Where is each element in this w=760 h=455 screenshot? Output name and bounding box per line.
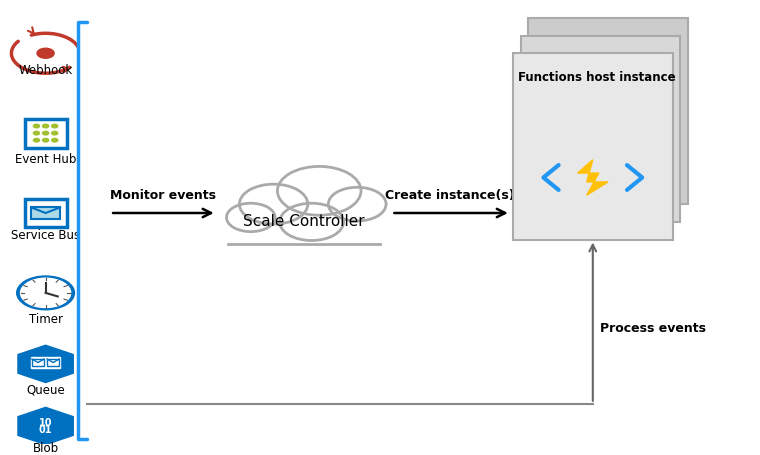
- Circle shape: [21, 278, 71, 308]
- FancyBboxPatch shape: [24, 119, 67, 147]
- FancyBboxPatch shape: [228, 213, 380, 244]
- Circle shape: [33, 124, 40, 128]
- FancyBboxPatch shape: [513, 53, 673, 240]
- Text: Monitor events: Monitor events: [110, 189, 217, 202]
- Circle shape: [33, 138, 40, 142]
- Text: Create instance(s): Create instance(s): [385, 189, 515, 202]
- Circle shape: [43, 138, 49, 142]
- Polygon shape: [18, 345, 73, 383]
- Circle shape: [33, 131, 40, 135]
- FancyBboxPatch shape: [521, 35, 680, 222]
- Circle shape: [239, 184, 308, 224]
- Text: Scale Controller: Scale Controller: [243, 214, 365, 229]
- Text: Process events: Process events: [600, 322, 706, 335]
- Text: Queue: Queue: [27, 384, 65, 397]
- Polygon shape: [578, 160, 608, 195]
- Text: 01: 01: [39, 425, 52, 435]
- Circle shape: [52, 138, 58, 142]
- FancyBboxPatch shape: [24, 198, 67, 228]
- Text: Functions host instance: Functions host instance: [518, 71, 676, 84]
- Text: Event Hub: Event Hub: [15, 153, 76, 166]
- Circle shape: [43, 131, 49, 135]
- Circle shape: [17, 276, 74, 310]
- Text: Service Bus: Service Bus: [11, 228, 80, 242]
- Circle shape: [43, 124, 49, 128]
- Circle shape: [52, 131, 58, 135]
- Polygon shape: [18, 407, 73, 445]
- FancyBboxPatch shape: [47, 359, 59, 366]
- Text: Timer: Timer: [29, 313, 62, 326]
- FancyBboxPatch shape: [31, 207, 60, 218]
- FancyBboxPatch shape: [31, 358, 60, 368]
- Circle shape: [37, 48, 54, 58]
- FancyBboxPatch shape: [32, 359, 44, 366]
- Text: Webhook: Webhook: [18, 64, 73, 77]
- Circle shape: [280, 203, 344, 241]
- Circle shape: [277, 167, 361, 215]
- Text: Blob: Blob: [33, 441, 59, 455]
- Circle shape: [328, 187, 386, 221]
- Text: 10: 10: [39, 418, 52, 428]
- FancyBboxPatch shape: [528, 18, 688, 204]
- Circle shape: [226, 203, 275, 232]
- Circle shape: [52, 124, 58, 128]
